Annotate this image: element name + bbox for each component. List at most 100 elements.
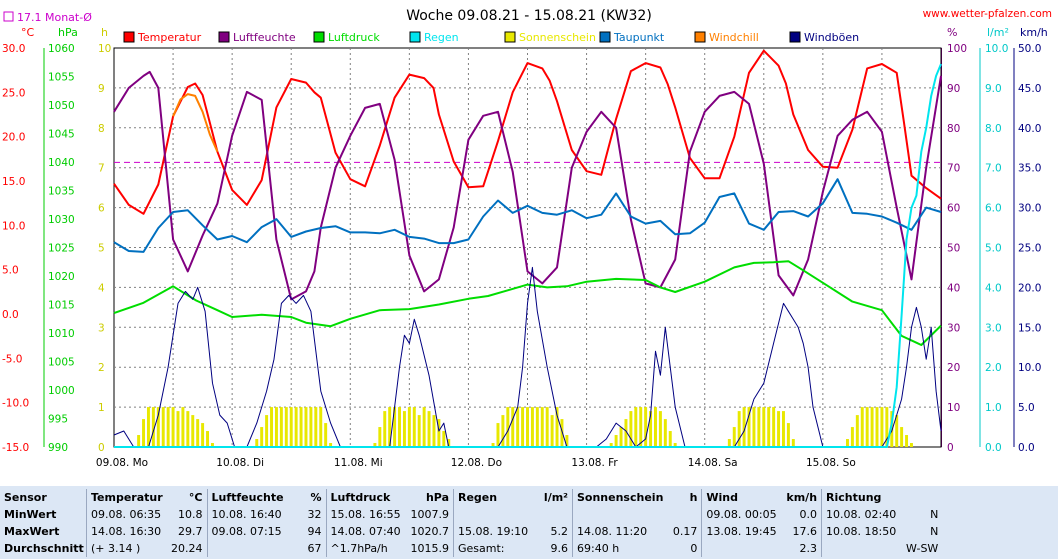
cell-value: 0 [690,542,698,555]
hdr-rain-unit: l/m² [543,491,568,504]
sunshine-bar [673,443,677,447]
sunshine-bar [540,407,544,447]
sunshine-bar [171,407,175,447]
axis-tick-sun: 7 [98,163,105,175]
row-label: Durchschnitt [4,542,84,555]
axis-tick-pressure: 990 [48,442,68,454]
cell-time: 14.08. 16:30 [86,523,167,540]
sunshine-bar [447,439,451,447]
cell-time: 09.08. 00:05 [701,506,783,523]
sunshine-bar [437,419,441,447]
row-label: MaxWert [4,525,60,538]
axis-tick-temp: -15.0 [2,442,29,454]
sunshine-bar [324,423,328,447]
axis-tick-temp: 15.0 [2,176,25,188]
series-line-taupunkt [113,178,942,253]
sunshine-bar [294,407,298,447]
axis-tick-humidity: 60 [947,203,960,215]
sunshine-bar [496,423,500,447]
stats-row-max: MaxWert 14.08. 16:30 29.7 09.08. 07:15 94 … [0,523,942,540]
stats-header-row: Sensor Temperatur °C Luftfeuchte % Luftd… [0,489,942,506]
axis-tick-sun: 1 [98,402,105,414]
row-label: MinWert [4,508,57,521]
sunshine-bar [865,407,869,447]
legend-label: Temperatur [137,31,202,44]
cell-value: 32 [307,508,322,521]
sunshine-bar [304,407,308,447]
cell-time: 15.08. 19:10 [453,523,534,540]
sunshine-bar [727,439,731,447]
sunshine-bar [319,407,323,447]
sunshine-bar [284,407,288,447]
sunshine-bar [166,407,170,447]
axis-tick-rain: 10.0 [985,43,1008,55]
axis-tick-sun: 10 [98,43,111,55]
sunshine-bar [181,407,185,447]
sunshine-bar [767,407,771,447]
sunshine-bar [412,407,416,447]
axis-tick-pressure: 1025 [48,243,75,255]
axis-tick-pressure: 1035 [48,186,75,198]
cell-value: 2.3 [799,542,818,555]
sunshine-bar [516,407,520,447]
sunshine-bar [629,411,633,447]
axis-tick-temp: -10.0 [2,398,29,410]
axis-unit-humidity: % [947,26,957,39]
legend-label: Sonnenschein [519,31,596,44]
cell-value: 29.7 [178,525,203,538]
legend-swatch [409,31,421,43]
axis-unit-pressure: hPa [58,26,78,39]
sunshine-bar [737,411,741,447]
sunshine-bar [781,411,785,447]
legend-swatch [313,31,325,43]
hdr-temp: Temperatur [86,489,167,506]
axis-tick-wind: 50.0 [1018,43,1041,55]
sunshine-bar [762,407,766,447]
axis-tick-pressure: 1050 [48,100,75,112]
sunshine-bar [777,411,781,447]
cell-time [701,540,783,557]
axis-tick-pressure: 1030 [48,214,75,226]
sunshine-bar [398,407,401,447]
sunshine-bar [378,427,382,447]
cell-value: 0.17 [672,525,698,538]
cell-time: 14.08. 07:40 [325,523,407,540]
sunshine-bar [619,427,623,447]
cell-value: 10.8 [178,508,203,521]
hdr-temp-unit: °C [188,491,203,504]
hdr-hum-unit: % [310,491,322,504]
sunshine-bar [151,407,155,447]
sunshine-bar [668,431,672,447]
axis-tick-rain: 1.0 [985,402,1002,414]
sunshine-bar [383,411,387,447]
axis-tick-rain: 5.0 [985,243,1002,255]
x-tick-label: 14.08. Sa [688,457,738,469]
sunshine-bar [442,431,446,447]
legend-swatch [504,31,516,43]
sunshine-bar [614,435,618,447]
sunshine-bar [545,407,549,447]
x-tick-label: 13.08. Fr [571,457,618,469]
cell-time: 10.08. 16:40 [206,506,288,523]
sunshine-bar [639,407,643,447]
site-link[interactable]: www.wetter-pfalzen.com [923,8,1052,20]
sunshine-bar [786,423,790,447]
gridlines [113,47,942,448]
sunshine-bar [146,407,150,447]
sunshine-bar [895,415,899,447]
sunshine-bar [191,415,195,447]
hdr-press: Luftdruck [325,489,407,506]
sunshine-bar [845,439,849,447]
axis-tick-rain: 9.0 [985,83,1002,95]
sunshine-bar [560,419,564,447]
sunshine-bar [530,407,534,447]
cell-time: 13.08. 19:45 [701,523,783,540]
axis-tick-rain: 7.0 [985,163,1002,175]
plot-frame [113,47,942,448]
sunshine-bar [422,407,426,447]
sunshine-bar [870,407,874,447]
sunshine-bar [634,407,638,447]
legend-swatch [789,31,801,43]
sunshine-bar [890,411,894,447]
axis-tick-humidity: 10 [947,402,960,414]
